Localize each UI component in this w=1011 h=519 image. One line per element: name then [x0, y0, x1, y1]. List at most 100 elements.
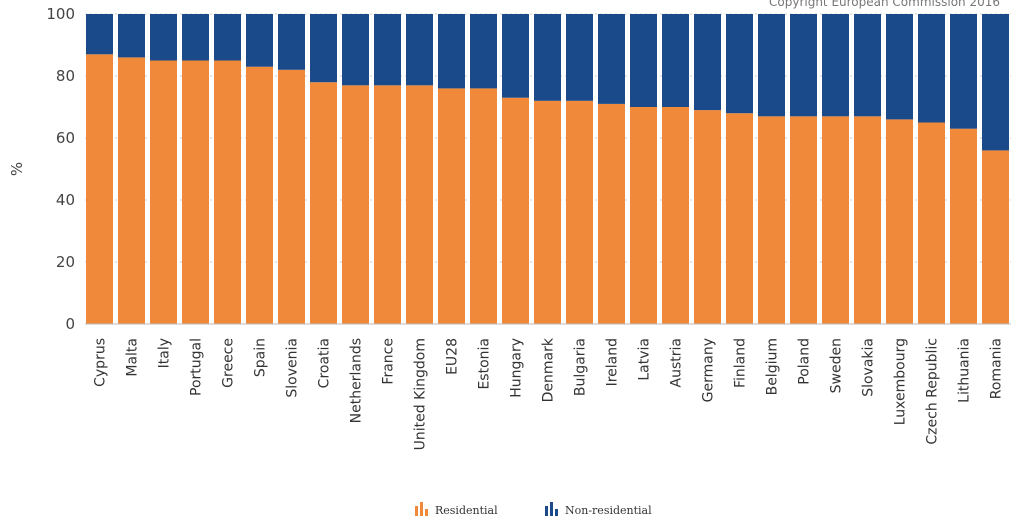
- bar-residential: [854, 116, 881, 324]
- x-tick-label: Croatia: [317, 338, 333, 388]
- x-tick-label: Netherlands: [349, 338, 365, 423]
- bar-non-residential: [182, 14, 209, 61]
- bar-residential: [694, 110, 721, 324]
- y-tick-label: 20: [56, 253, 75, 271]
- x-tick-label: Italy: [157, 338, 173, 368]
- x-tick-label: Luxembourg: [893, 338, 909, 425]
- bar-non-residential: [854, 14, 881, 117]
- bar-residential: [214, 60, 241, 324]
- y-tick-label: 40: [56, 191, 75, 209]
- x-tick-label: Bulgaria: [573, 338, 589, 396]
- bar-residential: [662, 107, 689, 324]
- bar-non-residential: [118, 14, 145, 58]
- bar-non-residential: [150, 14, 177, 61]
- x-tick-label: Slovakia: [861, 338, 877, 397]
- bar-residential: [278, 69, 305, 324]
- bar-non-residential: [246, 14, 273, 67]
- x-tick-label: Ireland: [605, 338, 621, 386]
- bar-residential: [406, 85, 433, 324]
- x-tick-label: France: [381, 338, 397, 385]
- x-tick-label: Spain: [253, 338, 269, 377]
- x-tick-label: United Kingdom: [413, 338, 429, 450]
- legend: Residential Non-residential: [415, 502, 652, 517]
- bar-residential: [982, 150, 1009, 324]
- bar-non-residential: [406, 14, 433, 86]
- bar-residential: [726, 113, 753, 324]
- legend-label: Residential: [435, 504, 498, 517]
- bar-non-residential: [534, 14, 561, 101]
- bar-residential: [534, 100, 561, 324]
- bar-residential: [790, 116, 817, 324]
- bar-residential: [758, 116, 785, 324]
- bar-non-residential: [278, 14, 305, 70]
- x-tick-label: Sweden: [829, 338, 845, 393]
- bar-non-residential: [694, 14, 721, 111]
- bar-residential: [502, 97, 529, 324]
- bar-non-residential: [598, 14, 625, 104]
- bar-residential: [598, 103, 625, 325]
- y-tick-label: 60: [56, 129, 75, 147]
- bar-residential: [342, 85, 369, 324]
- bar-non-residential: [982, 14, 1009, 151]
- bar-non-residential: [438, 14, 465, 89]
- bar-non-residential: [86, 14, 113, 55]
- bar-residential: [566, 100, 593, 324]
- bar-chart-icon: [415, 502, 428, 516]
- x-tick-label: Hungary: [509, 338, 525, 398]
- bar-non-residential: [374, 14, 401, 86]
- bar-chart-icon: [545, 502, 558, 516]
- x-tick-label: Lithuania: [957, 338, 973, 403]
- bar-residential: [86, 54, 113, 325]
- bar-non-residential: [310, 14, 337, 83]
- x-tick-label: Portugal: [189, 338, 205, 396]
- bar-non-residential: [662, 14, 689, 107]
- x-tick-label: Latvia: [637, 338, 653, 381]
- legend-item-residential: Residential: [415, 502, 498, 517]
- y-tick-label: 0: [65, 315, 75, 333]
- x-tick-label: Denmark: [541, 337, 557, 402]
- bar-residential: [310, 82, 337, 324]
- bar-residential: [438, 88, 465, 325]
- x-tick-label: Greece: [221, 338, 237, 388]
- bar-non-residential: [470, 14, 497, 89]
- y-tick-label: 80: [56, 67, 75, 85]
- bar-non-residential: [566, 14, 593, 101]
- x-tick-label: Cyprus: [93, 338, 109, 387]
- bar-non-residential: [886, 14, 913, 120]
- x-tick-label: Estonia: [477, 338, 493, 390]
- bar-residential: [918, 122, 945, 324]
- x-tick-label: EU28: [445, 338, 461, 375]
- legend-item-non-residential: Non-residential: [545, 502, 652, 517]
- bars: [86, 14, 1009, 325]
- x-tick-label: Malta: [125, 338, 141, 377]
- bar-non-residential: [950, 14, 977, 129]
- bar-non-residential: [214, 14, 241, 61]
- bar-residential: [118, 57, 145, 325]
- x-tick-label: Finland: [733, 338, 749, 388]
- x-tick-label: Poland: [797, 338, 813, 385]
- y-axis-label: %: [8, 162, 26, 176]
- copyright-notice: Copyright European Commission 2016: [769, 0, 1000, 9]
- bar-residential: [182, 60, 209, 324]
- x-tick-label: Germany: [701, 338, 717, 402]
- y-tick-label: 100: [46, 5, 75, 23]
- bar-residential: [950, 128, 977, 324]
- x-tick-label: Romania: [989, 338, 1005, 399]
- bar-non-residential: [630, 14, 657, 107]
- x-tick-label: Austria: [669, 338, 685, 387]
- bar-non-residential: [918, 14, 945, 123]
- bar-non-residential: [726, 14, 753, 114]
- bar-non-residential: [502, 14, 529, 98]
- bar-residential: [246, 66, 273, 324]
- bar-non-residential: [758, 14, 785, 117]
- bar-non-residential: [822, 14, 849, 117]
- bar-residential: [470, 88, 497, 325]
- bar-residential: [886, 119, 913, 325]
- legend-label: Non-residential: [565, 504, 652, 517]
- x-tick-label: Belgium: [765, 338, 781, 395]
- bar-residential: [630, 107, 657, 324]
- axes: 0 20 40 60 80 100% Cyprus Malta Italy Portugal Gre…: [8, 5, 1011, 450]
- bar-residential: [150, 60, 177, 324]
